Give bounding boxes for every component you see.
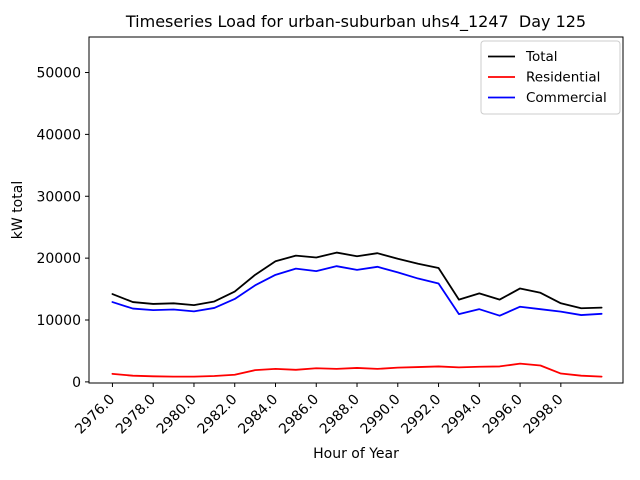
legend-label-commercial: Commercial [526, 90, 607, 106]
x-tick-label: 2998.0 [521, 392, 567, 438]
x-tick-label: 2986.0 [276, 392, 322, 438]
legend: Total Residential Commercial [480, 40, 621, 115]
plot-area [111, 251, 603, 378]
x-tick-label: 2988.0 [317, 392, 363, 438]
legend-entry-commercial: Commercial [488, 90, 607, 106]
y-tick-label: 0 [72, 375, 81, 391]
x-tick-label: 2990.0 [358, 392, 404, 438]
series-line-total [111, 251, 603, 310]
y-tick-label: 50000 [36, 66, 81, 82]
x-tick-label: 2996.0 [480, 392, 526, 438]
y-tick-label: 40000 [36, 127, 81, 143]
x-tick-label: 2980.0 [154, 392, 200, 438]
legend-box [480, 40, 621, 115]
y-tick-label: 10000 [36, 313, 81, 329]
x-tick-label: 2984.0 [235, 392, 281, 438]
legend-entry-residential: Residential [488, 70, 600, 86]
legend-label-residential: Residential [526, 70, 600, 86]
x-tick-label: 2978.0 [113, 392, 159, 438]
y-tick-label: 20000 [36, 251, 81, 267]
x-tick-label: 2992.0 [398, 392, 444, 438]
series-line-commercial [111, 265, 603, 317]
y-axis-ticks: 0 10000 20000 30000 40000 50000 [36, 66, 89, 391]
plot-frame [88, 36, 624, 384]
y-axis-label: kW total [10, 181, 26, 239]
x-axis-label: Hour of Year [313, 446, 399, 462]
chart-title: Timeseries Load for urban-suburban uhs4_… [125, 12, 586, 32]
legend-entry-total: Total [488, 49, 558, 65]
series-line-residential [111, 362, 603, 378]
legend-label-total: Total [525, 49, 558, 65]
x-tick-label: 2982.0 [195, 392, 241, 438]
x-tick-label: 2976.0 [72, 392, 118, 438]
y-tick-label: 30000 [36, 189, 81, 205]
x-axis-ticks: 2976.02978.02980.02982.02984.02986.02988… [72, 383, 567, 438]
x-tick-label: 2994.0 [439, 392, 485, 438]
